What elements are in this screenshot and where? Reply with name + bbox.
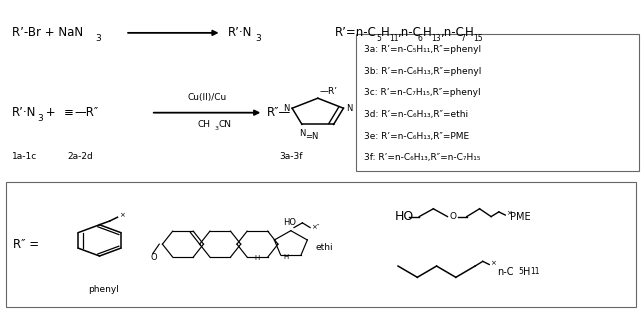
Text: ×: × — [506, 210, 512, 217]
Text: 11: 11 — [390, 34, 399, 43]
Text: 3b: R’=n-C₆H₁₃,R″=phenyl: 3b: R’=n-C₆H₁₃,R″=phenyl — [364, 67, 482, 76]
Text: H: H — [254, 255, 259, 261]
Text: 3c: R’=n-C₇H₁₅,R″=phenyl: 3c: R’=n-C₇H₁₅,R″=phenyl — [364, 88, 481, 97]
Text: 3: 3 — [37, 114, 43, 123]
Text: CN: CN — [219, 120, 232, 129]
Text: 3e: R’=n-C₆H₁₃,R″=PME: 3e: R’=n-C₆H₁₃,R″=PME — [364, 131, 469, 141]
Text: ×″: ×″ — [311, 223, 320, 229]
Text: 3d: R’=n-C₆H₁₃,R″=ethi: 3d: R’=n-C₆H₁₃,R″=ethi — [364, 110, 468, 119]
Text: HO: HO — [395, 210, 414, 223]
Text: —R’: —R’ — [320, 87, 338, 96]
Text: HO: HO — [283, 218, 296, 227]
Text: H: H — [381, 26, 390, 39]
Text: 5: 5 — [377, 34, 382, 43]
Text: 13: 13 — [431, 34, 440, 43]
Text: 2a-2d: 2a-2d — [67, 152, 93, 161]
Text: ≡: ≡ — [64, 106, 74, 119]
Text: R’-Br + NaN: R’-Br + NaN — [12, 26, 83, 39]
Text: H: H — [283, 254, 288, 260]
Text: 7: 7 — [460, 34, 465, 43]
Bar — [6, 182, 636, 307]
Text: H: H — [422, 26, 431, 39]
Text: 3: 3 — [255, 34, 261, 43]
Text: CH: CH — [198, 120, 211, 129]
Text: O: O — [151, 253, 157, 262]
Text: H: H — [523, 267, 530, 277]
Text: N: N — [283, 104, 290, 113]
Text: Cu(II)/Cu: Cu(II)/Cu — [187, 93, 227, 102]
Text: n-C: n-C — [498, 267, 514, 277]
Text: phenyl: phenyl — [88, 285, 119, 294]
Text: ,n-C: ,n-C — [397, 26, 421, 39]
Text: N: N — [346, 104, 352, 113]
Bar — [356, 34, 639, 171]
Text: R’·N: R’·N — [12, 106, 36, 119]
Text: 3f: R’=n-C₆H₁₃,R″=n-C₇H₁₅: 3f: R’=n-C₆H₁₃,R″=n-C₇H₁₅ — [364, 153, 480, 162]
Text: R″—: R″— — [266, 106, 291, 119]
Text: 15: 15 — [473, 34, 483, 43]
Text: R″ =: R″ = — [13, 238, 39, 251]
Text: 3: 3 — [95, 34, 101, 43]
Text: 11: 11 — [530, 267, 540, 276]
Text: ×: × — [490, 260, 496, 266]
Text: R’·N: R’·N — [228, 26, 252, 39]
Text: H: H — [465, 26, 474, 39]
Text: N: N — [299, 129, 305, 138]
Text: 3a-3f: 3a-3f — [279, 152, 303, 161]
Text: =N: =N — [305, 132, 318, 141]
Text: 6: 6 — [418, 34, 423, 43]
Text: 1a-1c: 1a-1c — [12, 152, 37, 161]
Text: ,n-C: ,n-C — [440, 26, 464, 39]
Text: +: + — [42, 106, 60, 119]
Text: 5: 5 — [519, 267, 524, 276]
Text: 3: 3 — [214, 126, 218, 131]
Text: ethi: ethi — [315, 243, 333, 252]
Text: 3a: R’=n-C₅H₁₁,R″=phenyl: 3a: R’=n-C₅H₁₁,R″=phenyl — [364, 45, 481, 54]
Text: R’=n-C: R’=n-C — [335, 26, 377, 39]
Text: —R″: —R″ — [74, 106, 99, 119]
Text: PME: PME — [510, 212, 531, 222]
Text: ×: × — [119, 212, 125, 218]
Text: O: O — [449, 212, 456, 221]
